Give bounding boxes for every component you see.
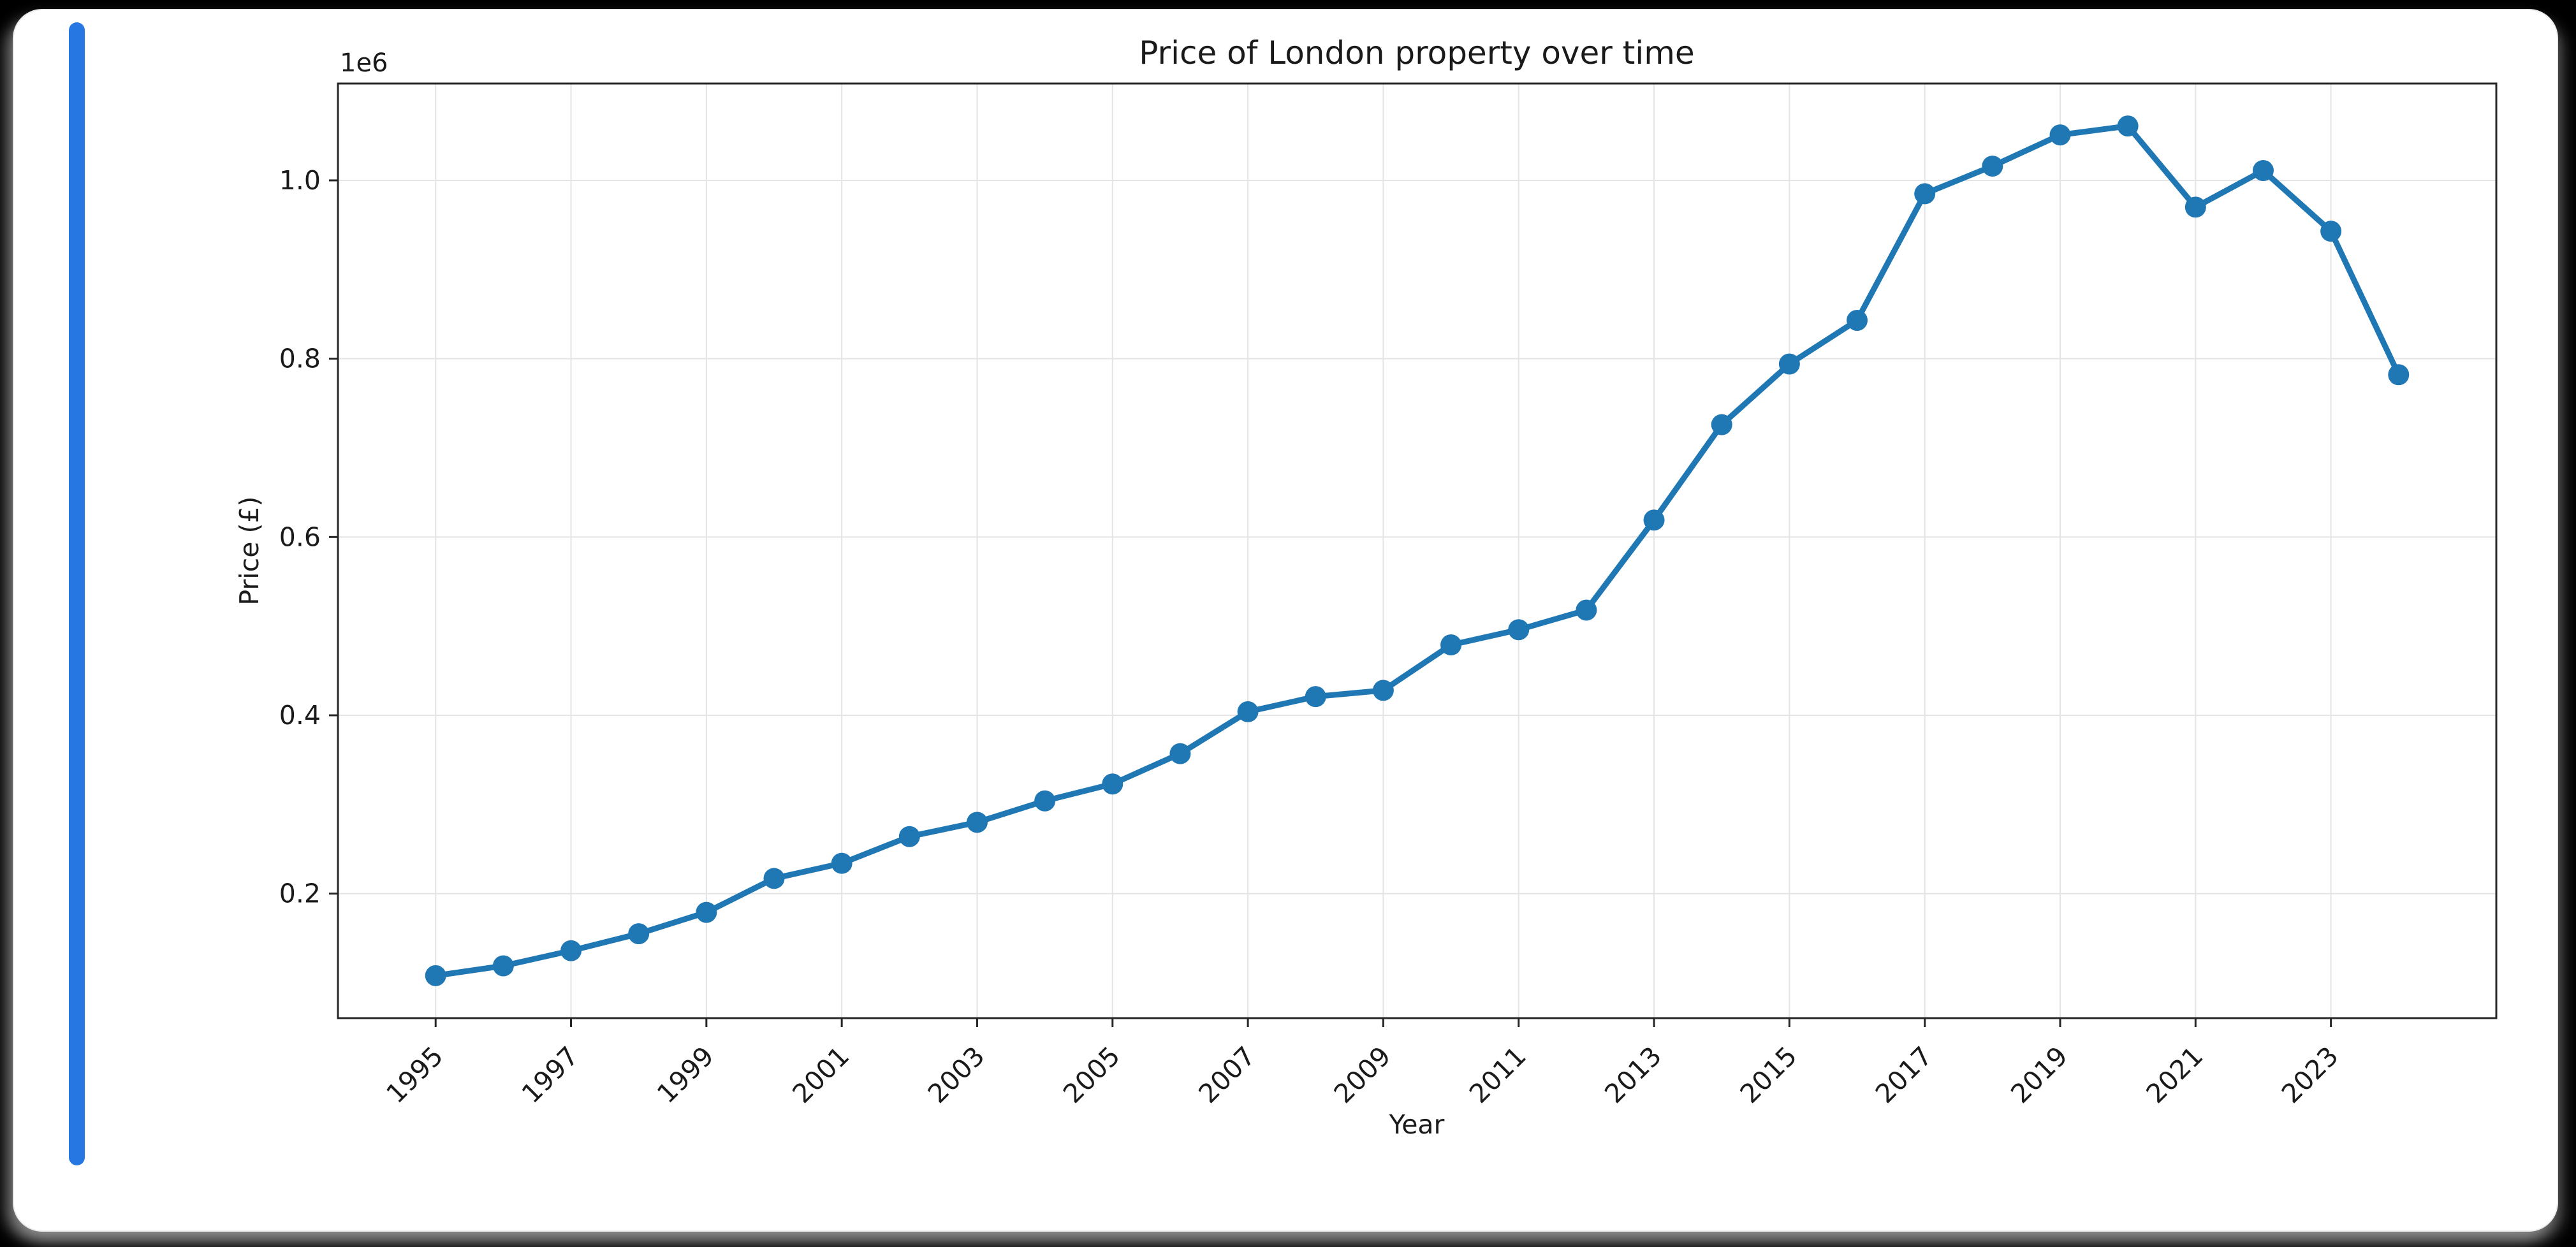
y-tick-label: 0.6 [279,521,321,552]
x-tick-label: 2013 [1599,1040,1667,1109]
x-tick-label: 2021 [2141,1040,2209,1109]
y-tick-label: 1.0 [279,165,321,196]
grid-layer [338,84,2496,1018]
plot-frame [337,82,2498,1019]
data-point-marker [2049,124,2071,146]
x-tick-label: 2019 [2005,1040,2074,1109]
data-point-marker [763,868,785,889]
chart-title: Price of London property over time [1139,34,1694,71]
output-card [13,9,2558,1232]
x-tick-label: 2001 [787,1040,856,1109]
data-point-marker [1778,353,1800,375]
y-tick-label: 0.2 [279,879,321,909]
x-tick-label: 2023 [2276,1040,2345,1109]
data-point-marker [1847,309,1868,331]
tick-layer: 1995 1997 1999 2001 2003 2005 2007 2009 2011 2013… [279,165,2345,1109]
data-point-marker [1034,790,1056,812]
data-point-marker [1305,686,1326,708]
data-point-marker [898,826,920,847]
data-point-marker [560,940,582,961]
x-tick-label: 2011 [1463,1040,1532,1109]
cell-focus-accent-bar [69,22,85,1165]
data-point-marker [1982,156,2003,177]
data-point-marker [2117,115,2139,137]
data-point-marker [1440,634,1462,656]
data-point-marker [1508,619,1530,641]
x-tick-label: 2005 [1057,1040,1126,1109]
y-tick-label: 0.8 [279,344,321,374]
x-tick-label: 1999 [651,1040,720,1109]
x-axis-label: Year [1389,1109,1445,1140]
data-point-marker [492,955,514,977]
data-point-marker [2388,364,2410,386]
y-axis-offset-text: 1e6 [340,48,388,78]
data-point-marker [1102,773,1123,795]
data-point-marker [2252,160,2274,182]
price-series [425,115,2410,986]
data-point-marker [425,965,446,986]
data-point-marker [696,901,717,923]
data-point-marker [1237,701,1259,722]
axes-spines [337,82,2498,1019]
data-point-marker [831,852,853,874]
data-point-marker [1372,680,1394,701]
x-tick-label: 2015 [1734,1040,1803,1109]
data-point-marker [1711,414,1732,435]
data-point-marker [2320,221,2342,242]
data-point-marker [1169,743,1191,764]
x-tick-label: 1997 [516,1040,585,1109]
data-point-marker [1576,599,1597,621]
x-tick-label: 2007 [1192,1040,1261,1109]
y-tick-label: 0.4 [279,700,321,731]
y-axis-label: Price (£) [234,496,265,605]
x-tick-label: 2009 [1328,1040,1397,1109]
data-point-marker [1914,183,1936,205]
x-tick-label: 2017 [1870,1040,1938,1109]
x-tick-label: 1995 [381,1040,450,1109]
data-point-marker [628,923,650,945]
x-tick-label: 2003 [922,1040,991,1109]
data-point-marker [2184,196,2206,218]
data-point-marker [966,812,988,833]
price-line [432,123,2402,979]
data-point-marker [1643,509,1665,531]
